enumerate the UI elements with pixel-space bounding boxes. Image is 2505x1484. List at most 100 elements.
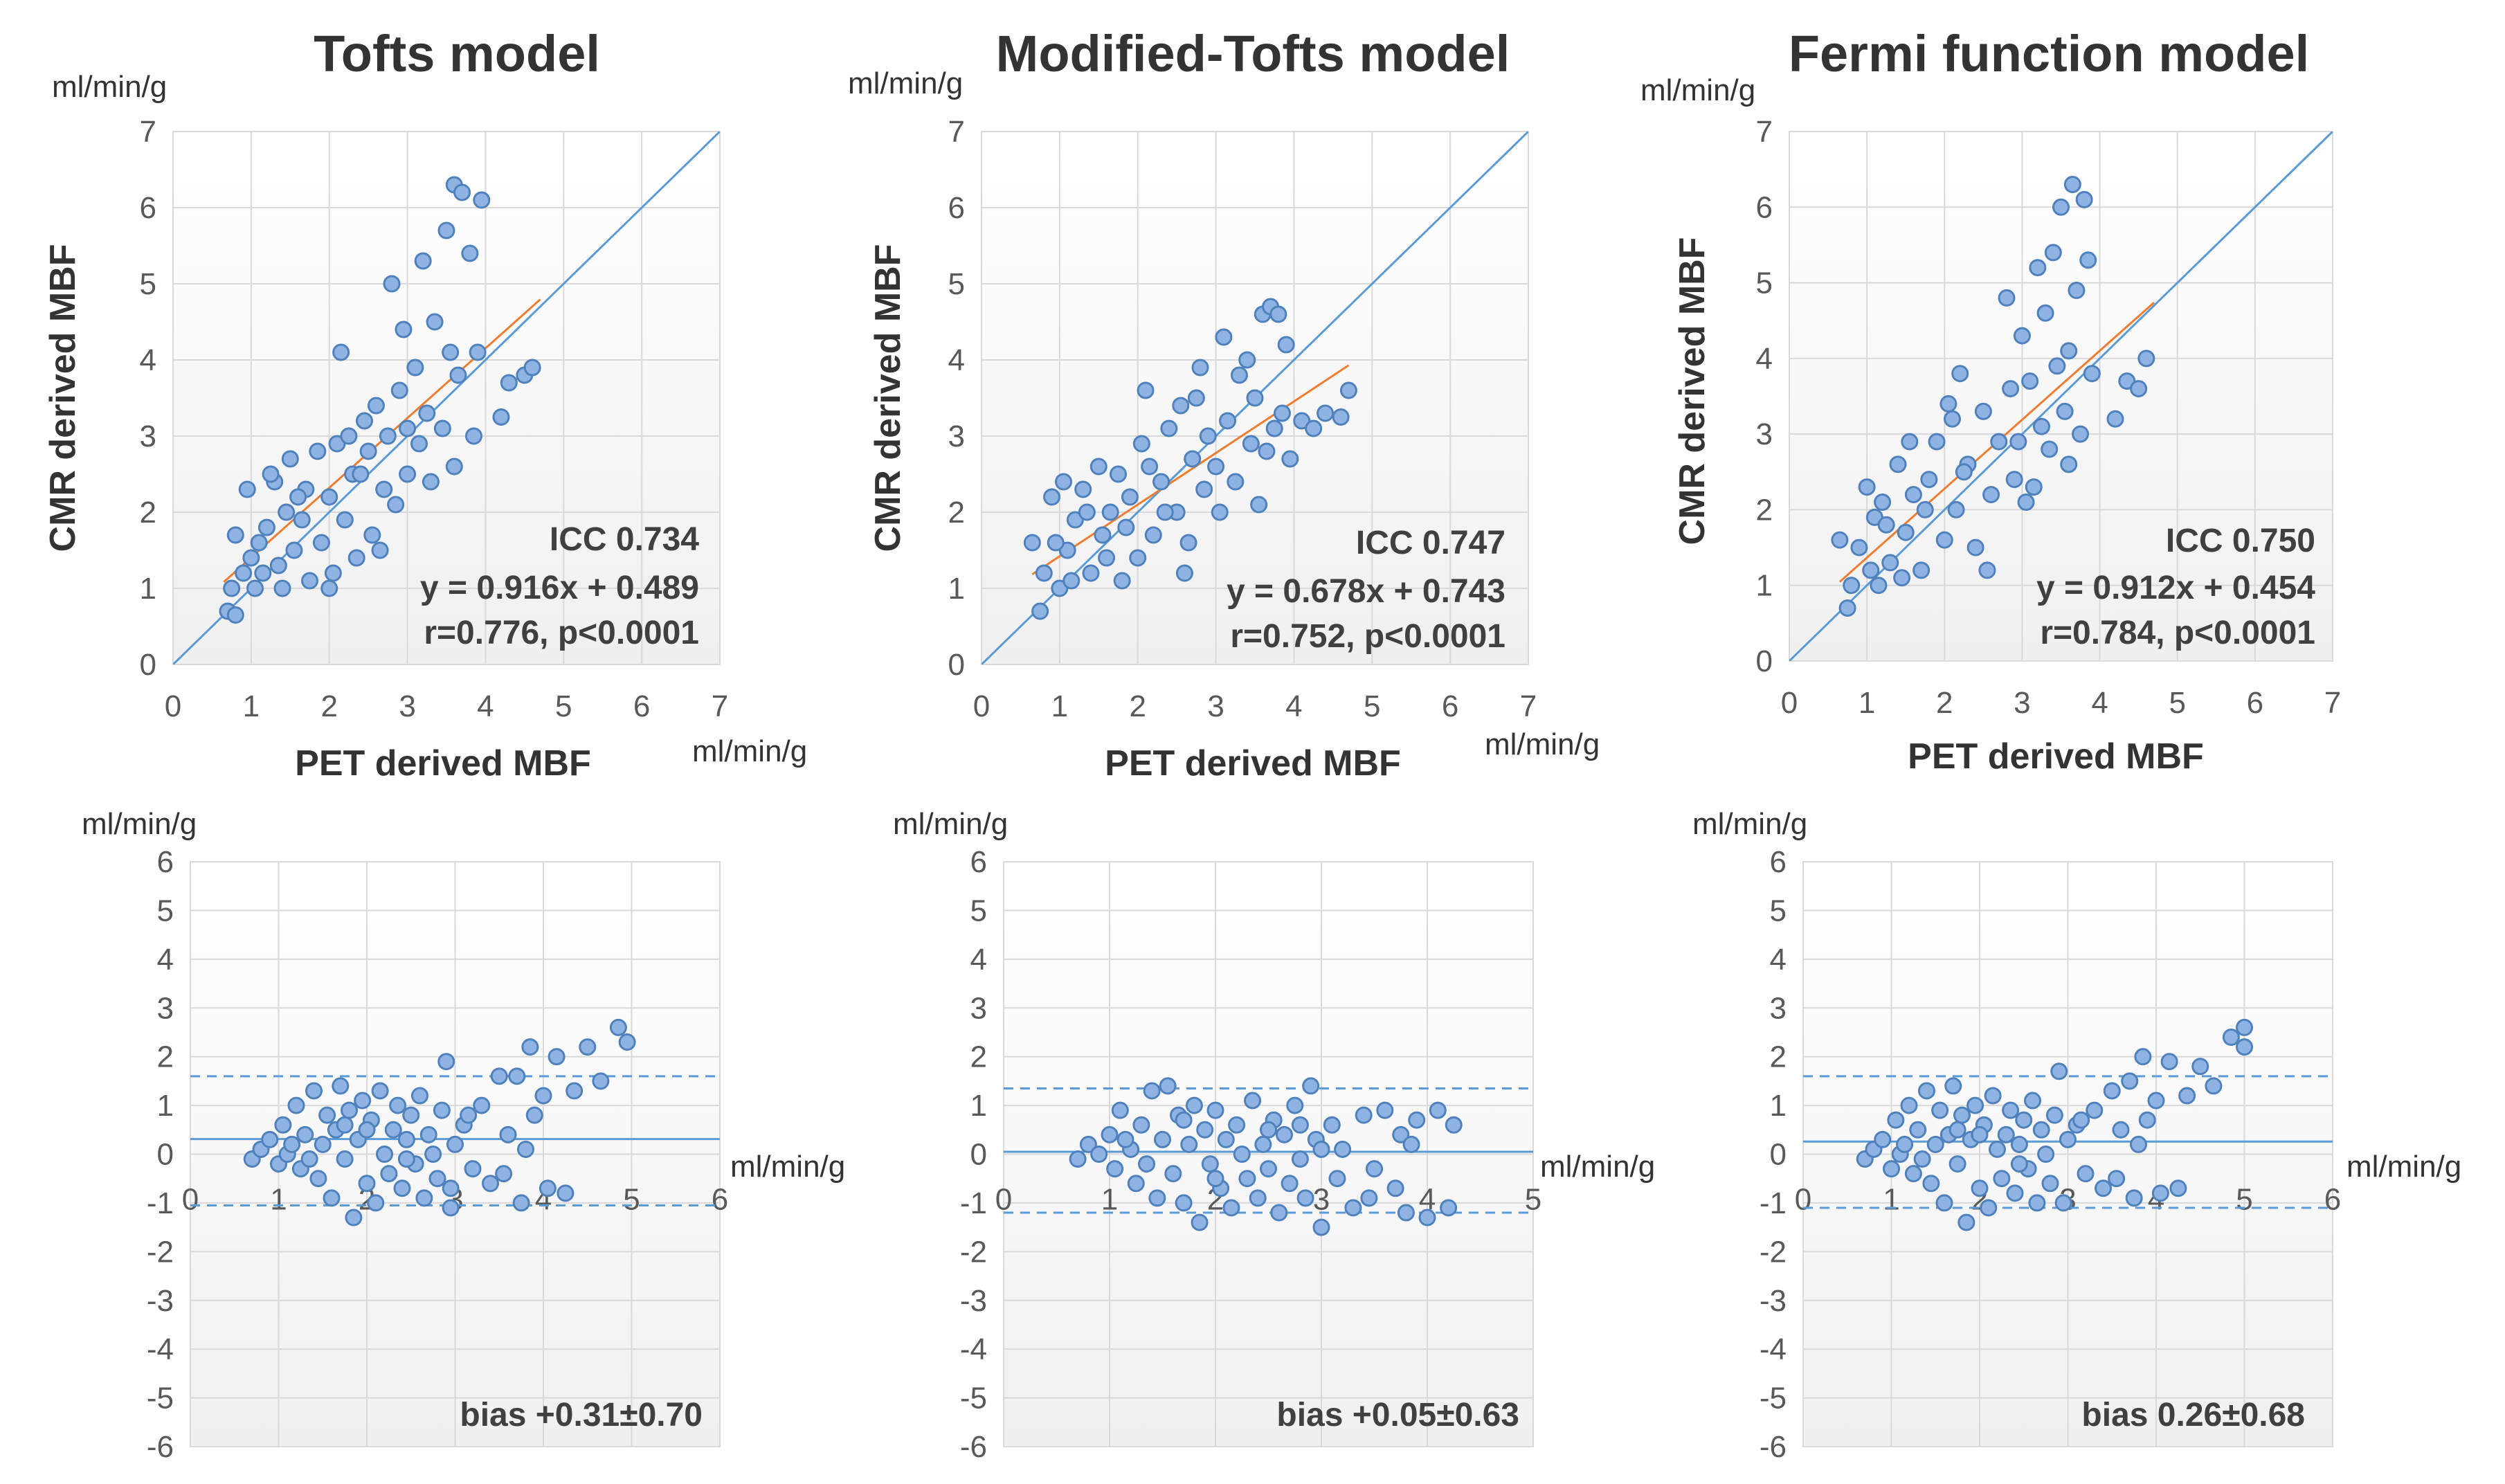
- tofts-data-point: [352, 465, 370, 483]
- tofts-ba-x-tick-label: 5: [623, 1183, 640, 1217]
- fermi-ba-y-tick-label: 0: [1770, 1138, 1787, 1172]
- tofts-ba-data-point: [296, 1125, 314, 1143]
- modified-tofts-ba-data-point: [1376, 1101, 1394, 1119]
- tofts-ba-y-tick-label: 4: [157, 943, 174, 977]
- modified-tofts-data-point: [1195, 480, 1213, 498]
- fermi-ba-data-point: [1948, 1155, 1966, 1173]
- modified-tofts-title: Modified-Tofts model: [996, 25, 1510, 82]
- modified-tofts-ba-data-point: [1429, 1101, 1447, 1119]
- fermi-ba-data-point: [2147, 1092, 2165, 1110]
- modified-tofts-x-unit: ml/min/g: [1485, 727, 1600, 761]
- modified-tofts-ba-data-point: [1175, 1194, 1193, 1212]
- fermi-ba-data-point: [1922, 1175, 1940, 1193]
- fermi-title: Fermi function model: [1789, 25, 2309, 82]
- modified-tofts-data-point: [1274, 404, 1291, 422]
- fermi-ba-data-point: [1971, 1125, 1989, 1143]
- tofts-ba-data-point: [367, 1194, 385, 1212]
- modified-tofts-ba-data-point: [1291, 1150, 1309, 1168]
- modified-tofts-data-point: [1187, 389, 1205, 407]
- tofts-y-label: CMR derived MBF: [43, 244, 83, 552]
- fermi-data-point: [2083, 365, 2101, 383]
- modified-tofts-data-point: [1031, 602, 1049, 620]
- modified-tofts-data-point: [1132, 435, 1150, 453]
- tofts-data-point: [395, 320, 413, 338]
- fermi-data-point: [1951, 365, 1969, 383]
- modified-tofts-data-point: [1238, 351, 1256, 369]
- fermi-ba-frame: [1802, 861, 2333, 1447]
- tofts-ba-y-tick-label: 1: [157, 1089, 174, 1123]
- fermi-ba-data-point: [2041, 1175, 2059, 1193]
- fermi-ba-data-point: [1957, 1213, 1975, 1231]
- tofts-ba-data-point: [539, 1179, 557, 1197]
- modified-tofts-ba-data-point: [1312, 1140, 1330, 1158]
- fermi-ba-data-point: [1883, 1160, 1900, 1178]
- tofts-data-point: [426, 313, 444, 331]
- modified-tofts-x-tick-label: 5: [1364, 689, 1380, 723]
- modified-tofts-ba-x-unit: ml/min/g: [1540, 1150, 1655, 1184]
- fermi-ba-y-tick-label: 6: [1770, 845, 1787, 879]
- modified-tofts-ba-data-point: [1323, 1116, 1341, 1134]
- modified-tofts-ba-data-point: [1228, 1116, 1246, 1134]
- fermi-data-point: [1850, 539, 1868, 556]
- modified-tofts-plot-area: 0 1 2 3 4 5 6 7 0 1 2 3 4 5 6 7: [948, 115, 1537, 723]
- fermi-ba-y-tick-label: -3: [1760, 1284, 1787, 1318]
- modified-tofts-ba-data-point: [1355, 1106, 1373, 1124]
- fermi-ba-data-point: [2121, 1072, 2139, 1090]
- fermi-ba-y-tick-label: 2: [1770, 1040, 1787, 1074]
- tofts-ba-data-point: [499, 1125, 517, 1143]
- tofts-ba-data-point: [371, 1082, 389, 1100]
- fermi-plot-area: 0 1 2 3 4 5 6 7 0 1 2 3 4 5 6 7: [1756, 115, 2342, 720]
- fermi-ba-data-point: [1944, 1077, 1962, 1095]
- fermi-data-point: [2048, 357, 2066, 375]
- modified-tofts-data-point: [1062, 572, 1080, 590]
- modified-tofts-ba-data-point: [1132, 1116, 1150, 1134]
- tofts-data-point: [437, 221, 455, 239]
- modified-tofts-ba-data-point: [1233, 1146, 1251, 1163]
- fermi-ba-data-point: [2037, 1146, 2055, 1163]
- modified-tofts-ba-frame: [1003, 861, 1534, 1447]
- tofts-ba-y-tick-label: -3: [147, 1284, 174, 1318]
- modified-tofts-ba-data-point: [1185, 1096, 1203, 1114]
- tofts-ba-data-point: [287, 1096, 305, 1114]
- fermi-data-point: [1870, 577, 1888, 595]
- tofts-x-tick-label: 1: [243, 689, 260, 723]
- fermi-ba-data-point: [2125, 1189, 2143, 1207]
- modified-tofts-y-tick-label: 0: [948, 648, 965, 682]
- fermi-ba-x-unit: ml/min/g: [2346, 1150, 2461, 1184]
- fermi-x-tick-label: 4: [2091, 686, 2108, 720]
- fermi-ba-y-tick-label: 1: [1770, 1089, 1787, 1123]
- tofts-ba-data-point: [309, 1170, 327, 1188]
- tofts-data-point: [445, 458, 463, 476]
- fermi-ba-data-point: [2059, 1130, 2077, 1148]
- fermi-data-point: [2025, 478, 2043, 496]
- modified-tofts-ba-data-point: [1111, 1101, 1129, 1119]
- tofts-ba-data-point: [283, 1135, 301, 1153]
- tofts-data-point: [356, 412, 373, 430]
- modified-tofts-data-point: [1035, 564, 1053, 582]
- tofts-data-point: [226, 606, 244, 624]
- fermi-ba-data-point: [2178, 1087, 2196, 1105]
- modified-tofts-data-point: [1317, 404, 1335, 422]
- fermi-y-tick-label: 6: [1756, 190, 1773, 224]
- modified-tofts-data-point: [1175, 564, 1193, 582]
- fermi-y-tick-label: 2: [1756, 493, 1773, 527]
- fermi-x-tick-label: 2: [1936, 686, 1953, 720]
- fermi-data-point: [1920, 471, 1938, 489]
- fermi-ba-data-point: [1935, 1194, 1953, 1212]
- tofts-data-point: [332, 343, 350, 361]
- tofts-y-tick-label: 5: [140, 267, 156, 301]
- modified-tofts-data-point: [1156, 503, 1174, 521]
- tofts-ba-data-point: [433, 1101, 451, 1119]
- fermi-ba-data-point: [1989, 1140, 2006, 1158]
- fermi-ba-data-point: [1913, 1150, 1931, 1168]
- fermi-data-point: [1998, 289, 2016, 307]
- fermi-data-point: [1877, 516, 1895, 534]
- fermi-ba-data-point: [1874, 1130, 1892, 1148]
- fermi-ba-data-point: [2002, 1101, 2020, 1119]
- fermi-data-point: [1947, 500, 1965, 518]
- tofts-data-point: [235, 564, 253, 582]
- tofts-ba-x-unit: ml/min/g: [730, 1150, 845, 1184]
